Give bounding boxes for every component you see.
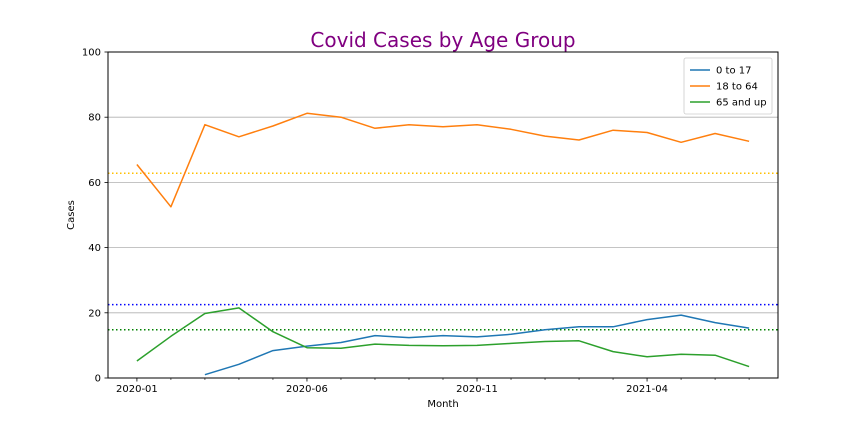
x-tick-label: 2020-06 bbox=[286, 384, 328, 395]
series-lines bbox=[136, 112, 750, 376]
chart-title: Covid Cases by Age Group bbox=[310, 28, 575, 52]
x-axis-label: Month bbox=[427, 399, 458, 410]
y-axis: 0 20 40 60 80 100 bbox=[82, 48, 108, 385]
legend-label: 65 and up bbox=[716, 98, 767, 109]
y-tick-label: 80 bbox=[88, 113, 101, 124]
x-tick-label: 2021-04 bbox=[626, 384, 668, 395]
y-tick-label: 40 bbox=[88, 243, 101, 254]
reference-lines bbox=[108, 172, 778, 331]
x-tick-label: 2020-01 bbox=[116, 384, 158, 395]
legend-label: 18 to 64 bbox=[716, 82, 758, 93]
y-tick-label: 60 bbox=[88, 178, 101, 189]
y-tick-label: 100 bbox=[82, 48, 101, 59]
series-line-0-to-17 bbox=[204, 314, 750, 376]
series-line-65-and-up bbox=[136, 307, 750, 368]
y-axis-label: Cases bbox=[66, 200, 77, 230]
legend-label: 0 to 17 bbox=[716, 66, 751, 77]
x-axis: 2020-01 2020-06 2020-11 2021-04 bbox=[116, 378, 750, 395]
series-line-18-to-64 bbox=[136, 112, 750, 208]
y-tick-label: 20 bbox=[88, 308, 101, 319]
x-tick-label: 2020-11 bbox=[456, 384, 498, 395]
y-gridlines bbox=[108, 116, 778, 314]
y-tick-label: 0 bbox=[95, 374, 101, 385]
legend-box bbox=[683, 57, 773, 115]
legend: 0 to 17 18 to 64 65 and up bbox=[683, 57, 773, 115]
